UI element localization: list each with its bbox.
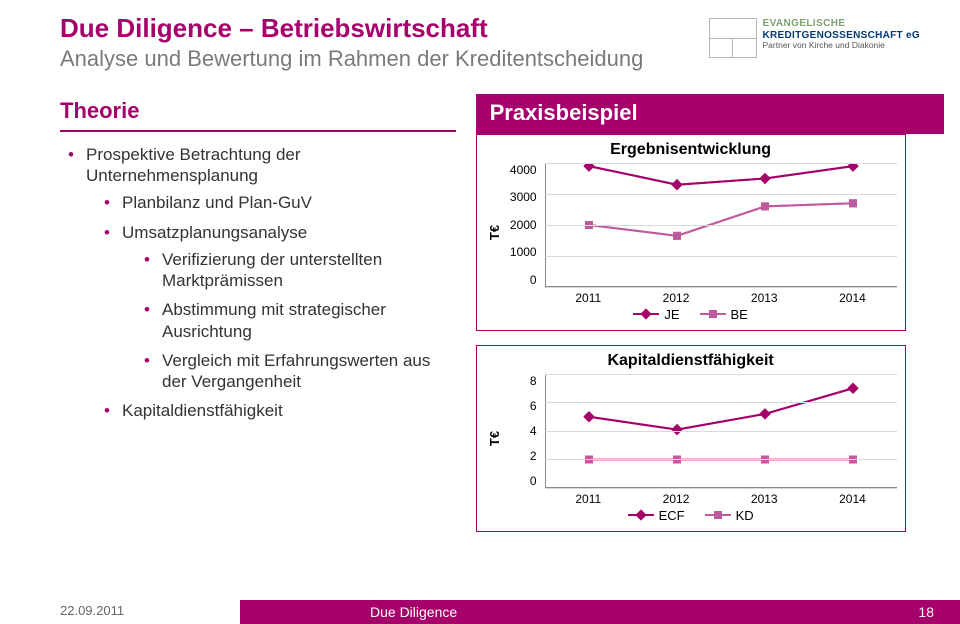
logo: EVANGELISCHE KREDITGENOSSENSCHAFT eG Par… (709, 18, 920, 58)
bullet-item: Kapitaldienstfähigkeit (104, 400, 456, 421)
left-column: Theorie Prospektive Betrachtung der Unte… (60, 94, 456, 546)
chart1-ylabel: T€ (485, 163, 505, 303)
content: Theorie Prospektive Betrachtung der Unte… (0, 72, 960, 546)
left-heading-wrap: Theorie (60, 94, 456, 132)
bullet-list: Prospektive Betrachtung der Unternehmens… (60, 144, 456, 422)
chart1-area: T€ 40003000200010000 2011201220132014 (485, 163, 897, 303)
bullet-item: UmsatzplanungsanalyseVerifizierung der u… (104, 222, 456, 393)
left-heading-rule (60, 130, 456, 132)
chart2-title: Kapitaldienstfähigkeit (485, 352, 897, 370)
chart2-yticks: 86420 (505, 374, 541, 488)
footer: 22.09.2011 Due Diligence 18 (0, 596, 960, 624)
chart-kapitaldienstfaehigkeit: Kapitaldienstfähigkeit T€ 86420 20112012… (476, 345, 906, 532)
chart2-plot: 86420 2011201220132014 (545, 374, 897, 504)
left-heading: Theorie (60, 94, 456, 130)
right-column: Praxisbeispiel Ergebnisentwicklung T€ 40… (476, 94, 906, 546)
chart1-legend: JE BE (485, 307, 897, 322)
legend-item: JE (633, 307, 679, 322)
right-heading: Praxisbeispiel (476, 94, 906, 132)
chart1-plot: 40003000200010000 2011201220132014 (545, 163, 897, 303)
footer-date: 22.09.2011 (60, 603, 124, 618)
legend-item: BE (700, 307, 748, 322)
chart1-yticks: 40003000200010000 (505, 163, 541, 287)
bullet-item: Planbilanz und Plan-GuV (104, 192, 456, 213)
bullet-item: Vergleich mit Erfahrungswerten aus der V… (144, 350, 456, 393)
bullet-item: Verifizierung der unterstellten Marktprä… (144, 249, 456, 292)
bullet-item: Abstimmung mit strategischer Ausrichtung (144, 299, 456, 342)
logo-line3: Partner von Kirche und Diakonie (763, 41, 920, 51)
chart2-ylabel: T€ (485, 374, 505, 504)
chart1-title: Ergebnisentwicklung (485, 141, 897, 159)
bullet-item: Prospektive Betrachtung der Unternehmens… (68, 144, 456, 422)
chart-ergebnisentwicklung: Ergebnisentwicklung T€ 40003000200010000… (476, 134, 906, 331)
logo-mark (709, 18, 757, 58)
legend-item: KD (705, 508, 754, 523)
logo-text: EVANGELISCHE KREDITGENOSSENSCHAFT eG Par… (763, 18, 920, 51)
slide: Due Diligence – Betriebswirtschaft Analy… (0, 0, 960, 624)
chart2-area: T€ 86420 2011201220132014 (485, 374, 897, 504)
footer-page: 18 (918, 604, 934, 620)
legend-item: ECF (628, 508, 685, 523)
footer-center: Due Diligence (240, 604, 457, 620)
chart2-legend: ECF KD (485, 508, 897, 523)
chart1-xticks: 2011201220132014 (545, 291, 897, 305)
logo-line1: EVANGELISCHE (763, 18, 920, 30)
footer-bar: Due Diligence 18 (240, 600, 960, 624)
chart2-xticks: 2011201220132014 (545, 492, 897, 506)
